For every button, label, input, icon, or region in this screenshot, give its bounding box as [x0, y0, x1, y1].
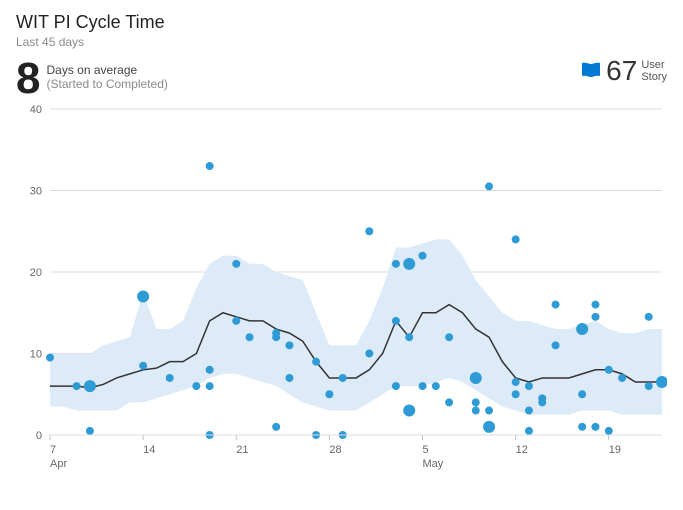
widget-subtitle: Last 45 days: [16, 35, 667, 49]
svg-text:28: 28: [329, 444, 341, 456]
svg-text:0: 0: [36, 430, 42, 442]
chart-svg: 0 10 20 30 40 7 Apr 14 21 28 5 May 12 19: [16, 105, 667, 485]
cycle-time-widget: WIT PI Cycle Time Last 45 days 8 Days on…: [0, 0, 683, 510]
average-value: 8: [16, 57, 40, 101]
svg-text:12: 12: [516, 444, 528, 456]
svg-text:14: 14: [143, 444, 155, 456]
svg-text:Apr: Apr: [50, 458, 67, 470]
average-stat: 8 Days on average (Started to Completed): [16, 57, 168, 101]
book-icon: [580, 61, 602, 84]
average-caption-line2: (Started to Completed): [46, 77, 167, 91]
count-caption: User Story: [641, 59, 667, 83]
widget-title: WIT PI Cycle Time: [16, 12, 667, 33]
svg-text:30: 30: [30, 186, 42, 198]
svg-text:19: 19: [609, 444, 621, 456]
svg-text:May: May: [423, 458, 444, 470]
svg-text:5: 5: [423, 444, 429, 456]
svg-text:20: 20: [30, 267, 42, 279]
count-value: 67: [606, 57, 637, 85]
svg-text:40: 40: [30, 105, 42, 116]
summary-row: 8 Days on average (Started to Completed)…: [16, 57, 667, 101]
average-caption: Days on average (Started to Completed): [46, 63, 167, 91]
svg-text:10: 10: [30, 349, 42, 361]
count-caption-line2: Story: [641, 71, 667, 83]
count-caption-line1: User: [641, 59, 667, 71]
cycle-time-chart: 0 10 20 30 40 7 Apr 14 21 28 5 May 12 19: [16, 105, 667, 485]
svg-text:21: 21: [236, 444, 248, 456]
count-stat: 67 User Story: [580, 57, 667, 85]
average-caption-line1: Days on average: [46, 63, 167, 77]
svg-text:7: 7: [50, 444, 56, 456]
